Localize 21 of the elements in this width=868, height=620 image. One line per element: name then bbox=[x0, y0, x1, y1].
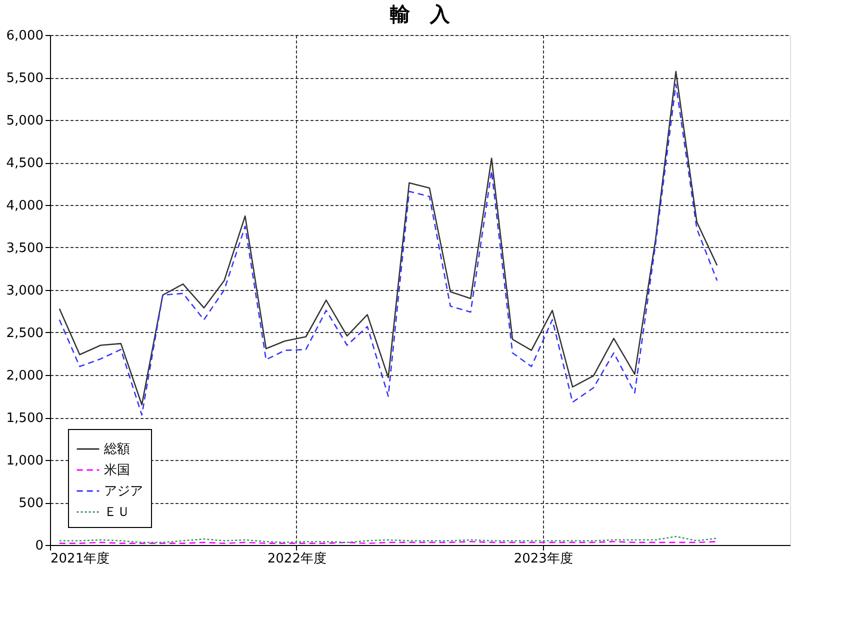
chart-title: 輸 入 bbox=[389, 2, 451, 26]
y-tick-label: 1,500 bbox=[6, 411, 44, 426]
y-tick-label: 6,000 bbox=[6, 28, 44, 44]
y-tick-label: 1,000 bbox=[6, 454, 44, 468]
legend-label: アジア bbox=[104, 484, 143, 499]
y-tick-label: 4,500 bbox=[6, 156, 44, 171]
y-tick-label: 5,500 bbox=[6, 71, 44, 86]
legend-label: 米国 bbox=[104, 463, 130, 478]
y-tick-label: 2,000 bbox=[6, 368, 44, 384]
y-tick-label: 3,000 bbox=[6, 284, 44, 298]
x-tick-label: 2023年度 bbox=[514, 550, 573, 566]
y-tick-label: 500 bbox=[18, 496, 44, 511]
y-tick-label: 2,500 bbox=[6, 326, 44, 341]
y-tick-label: 4,000 bbox=[6, 198, 44, 214]
x-tick-label: 2021年度 bbox=[50, 550, 110, 566]
legend-label: ＥＵ bbox=[104, 505, 130, 520]
y-tick-label: 0 bbox=[35, 538, 44, 554]
y-tick-label: 5,000 bbox=[6, 114, 44, 128]
legend-label: 総額 bbox=[103, 442, 130, 457]
x-tick-label: 2022年度 bbox=[267, 550, 326, 566]
y-tick-label: 3,500 bbox=[6, 241, 44, 256]
